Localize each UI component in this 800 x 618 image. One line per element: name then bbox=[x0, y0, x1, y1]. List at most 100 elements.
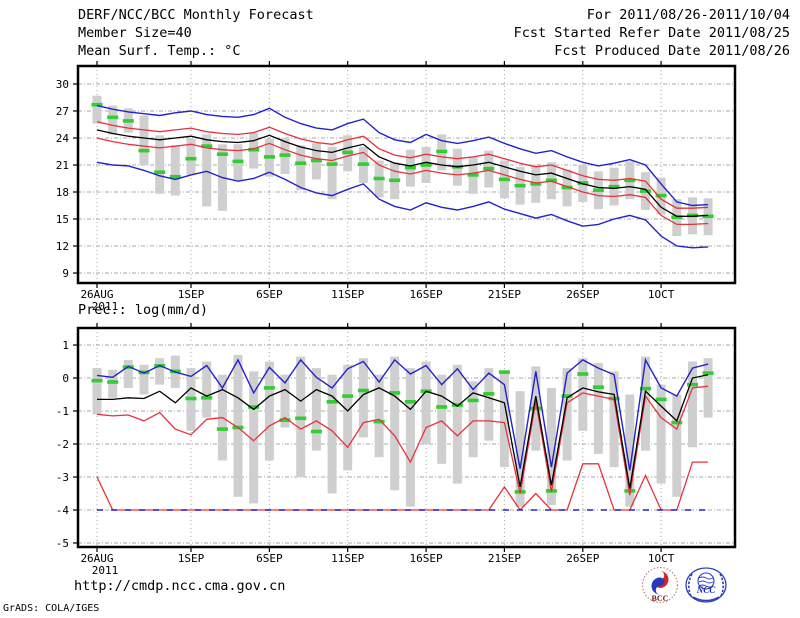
observation-mark bbox=[655, 397, 667, 402]
observation-mark bbox=[420, 163, 432, 167]
x-axis-label: 21SEP bbox=[488, 552, 521, 565]
member-spread-bar bbox=[358, 358, 368, 438]
forecast-range-label: For 2011/08/26-2011/10/04 bbox=[586, 7, 790, 23]
member-spread-bar bbox=[327, 147, 337, 200]
observation-mark bbox=[91, 378, 103, 383]
y-axis-label: 30 bbox=[56, 78, 69, 91]
x-axis-label: 1SEP bbox=[178, 288, 205, 301]
observation-mark bbox=[483, 166, 495, 171]
member-spread-bar bbox=[578, 358, 588, 431]
observation-mark bbox=[608, 396, 620, 401]
grads-credit: GrADS: COLA/IGES bbox=[3, 603, 100, 614]
member-spread-bar bbox=[108, 105, 118, 135]
observation-mark bbox=[389, 178, 401, 183]
x-axis-label: 11SEP bbox=[331, 552, 364, 565]
observation-mark bbox=[342, 394, 354, 398]
observation-mark bbox=[467, 398, 479, 403]
observation-mark bbox=[483, 392, 495, 396]
member-spread-bar bbox=[343, 364, 353, 471]
x-axis-label: 21SEP bbox=[488, 288, 521, 301]
observation-mark bbox=[671, 420, 683, 425]
observation-mark bbox=[640, 189, 651, 193]
observation-mark bbox=[185, 156, 197, 161]
observation-mark bbox=[373, 176, 385, 181]
observation-mark bbox=[295, 416, 307, 421]
upper-spread-line bbox=[96, 121, 709, 209]
member-spread-bar bbox=[202, 134, 212, 207]
observation-mark bbox=[357, 162, 369, 166]
min-member-line bbox=[96, 161, 709, 249]
member-spread-bar bbox=[264, 361, 274, 461]
x-axis-label: 6SEP bbox=[256, 552, 283, 565]
member-spread-bar bbox=[421, 361, 431, 444]
x-axis-label: 11SEP bbox=[331, 288, 364, 301]
y-axis-label: -5 bbox=[56, 537, 69, 550]
x-axis-label: 26SEP bbox=[566, 552, 599, 565]
x-axis-year-label: 2011 bbox=[92, 300, 119, 313]
observation-mark bbox=[122, 119, 134, 123]
bcc-logo-blue-swirl bbox=[651, 577, 665, 595]
observation-mark bbox=[451, 403, 463, 407]
observation-mark bbox=[608, 184, 620, 189]
lower-spread-line bbox=[96, 137, 709, 226]
y-axis-label: -1 bbox=[56, 405, 69, 418]
observation-mark bbox=[702, 371, 714, 375]
observation-mark bbox=[545, 178, 557, 183]
observation-mark bbox=[138, 148, 150, 153]
observation-mark bbox=[342, 150, 354, 155]
observation-mark bbox=[436, 405, 448, 409]
member-spread-bar bbox=[452, 364, 462, 484]
observation-mark bbox=[295, 161, 307, 165]
ensemble-mean-line bbox=[97, 374, 709, 489]
x-axis-year-label: 2011 bbox=[92, 564, 119, 577]
report-title: DERF/NCC/BCC Monthly Forecast bbox=[78, 7, 314, 23]
y-axis-label: -3 bbox=[56, 471, 69, 484]
member-spread-bar bbox=[327, 374, 337, 494]
observation-mark bbox=[232, 159, 244, 164]
observation-mark bbox=[185, 396, 197, 401]
observation-mark bbox=[248, 147, 260, 152]
max-member-line bbox=[96, 104, 709, 207]
observation-mark bbox=[216, 152, 228, 156]
observation-mark bbox=[263, 386, 275, 390]
member-spread-bar bbox=[390, 356, 400, 491]
x-axis-label: 16SEP bbox=[410, 552, 443, 565]
observation-mark bbox=[404, 400, 416, 404]
member-spread-bar bbox=[202, 361, 212, 418]
observation-mark bbox=[577, 181, 589, 185]
max-member-line bbox=[96, 357, 709, 471]
member-spread-bar bbox=[546, 387, 556, 506]
observation-mark bbox=[107, 115, 119, 120]
observation-mark bbox=[201, 396, 213, 400]
member-spread-bar bbox=[296, 145, 306, 191]
x-axis-label: 26AUG bbox=[80, 288, 113, 301]
observation-mark bbox=[640, 386, 651, 391]
member-spread-bar bbox=[499, 371, 509, 468]
observation-mark bbox=[326, 400, 338, 404]
y-axis-label: 9 bbox=[62, 267, 69, 280]
observation-mark bbox=[389, 391, 401, 395]
temp-chart-title: Mean Surf. Temp.: °C bbox=[78, 43, 241, 59]
source-url: http://cmdp.ncc.cma.gov.cn bbox=[74, 578, 286, 594]
member-spread-bar bbox=[108, 369, 118, 398]
observation-mark bbox=[279, 153, 291, 157]
observation-mark bbox=[592, 188, 604, 192]
observation-mark bbox=[154, 170, 166, 174]
member-spread-bar bbox=[625, 394, 635, 507]
precipitation-chart: 1 0 -1 -2 -3 -4 -5 26AUG 1SEP 6SEP 11SEP 16SEP 21SEP… bbox=[56, 323, 737, 577]
y-axis-label: 27 bbox=[56, 105, 69, 118]
ncc-logo-label: NCC bbox=[696, 585, 717, 595]
observation-mark bbox=[577, 372, 589, 376]
x-axis-label: 26SEP bbox=[566, 288, 599, 301]
member-spread-bar bbox=[374, 374, 384, 458]
ncc-logo: NCC bbox=[685, 567, 727, 603]
observation-mark bbox=[514, 183, 526, 188]
member-spread-bar bbox=[405, 368, 415, 507]
y-axis-label: 1 bbox=[62, 339, 69, 352]
observation-mark bbox=[687, 382, 698, 387]
member-spread-bar bbox=[249, 371, 259, 504]
temperature-chart: 30 27 24 21 18 15 12 9 26AUG 1SEP 6SEP 11SEP 16SEP 21… bbox=[56, 61, 737, 313]
member-spread-bar bbox=[515, 391, 525, 507]
observation-mark bbox=[624, 489, 636, 493]
